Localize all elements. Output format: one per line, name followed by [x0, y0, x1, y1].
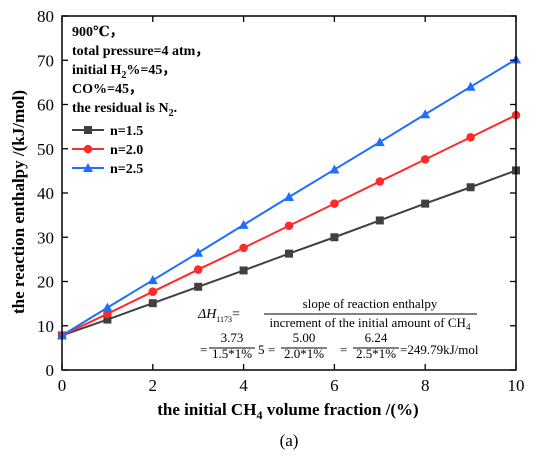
equation-equals: = [200, 342, 207, 357]
equation-term-numerator: 5.00 [293, 330, 316, 345]
legend-label: n=1.5 [110, 124, 143, 139]
legend-marker [83, 144, 93, 154]
figure-caption: (a) [280, 431, 299, 450]
data-point [238, 219, 249, 229]
data-point [239, 266, 248, 275]
equation-term-denominator: 2.0*1% [284, 346, 324, 361]
condition-line: total pressure=4 atm， [72, 44, 209, 59]
x-tick-label: 2 [149, 376, 158, 395]
y-tick-label: 60 [37, 96, 54, 115]
equation-numerator: slope of reaction enthalpy [303, 296, 438, 311]
data-point [284, 221, 294, 231]
data-point [193, 247, 204, 257]
x-tick-label: 6 [330, 376, 339, 395]
equation-term-numerator: 6.24 [365, 330, 388, 345]
data-point [420, 155, 430, 164]
data-point [375, 216, 384, 225]
data-point [148, 299, 157, 308]
data-point [102, 302, 113, 312]
data-point [466, 132, 475, 142]
y-tick-label: 50 [37, 140, 54, 159]
conditions-annotation: 900℃，total pressure=4 atm，initial H2%=45… [72, 25, 209, 119]
equation-denominator-text: increment of the initial amount of CH [270, 315, 466, 330]
legend-label: n=2.0 [110, 143, 143, 158]
equation-term-denominator: 1.5*1% [212, 346, 252, 361]
series-3 [57, 54, 521, 340]
equation-lhs: ΔH1173= [197, 307, 240, 324]
equation-stray-text: 5 [258, 342, 265, 357]
condition-line: the residual is N2. [72, 101, 177, 119]
tick-labels: 0 2 4 6 8 10 0 10 20 30 40 50 60 70 80 [37, 7, 525, 395]
data-point [193, 265, 203, 274]
data-point [285, 249, 293, 258]
equation-equals: = [268, 342, 275, 357]
y-tick-label: 0 [46, 361, 55, 380]
y-tick-label: 10 [37, 317, 54, 336]
axes [61, 15, 517, 371]
condition-subscript: 2 [121, 70, 126, 81]
x-axis-title-part: volume fraction /(%) [262, 400, 418, 419]
equation-annotation: ΔH1173=slope of reaction enthalpyincreme… [197, 296, 479, 361]
series-layer [57, 54, 521, 340]
legend-label: n=2.5 [110, 162, 143, 177]
data-point [465, 81, 476, 91]
data-point [329, 164, 340, 174]
condition-text-part: the residual is N [72, 101, 169, 116]
condition-subscript: 2 [169, 108, 174, 119]
equation-denominator-subscript: 4 [466, 322, 471, 332]
legend-entry: n=2.0 [72, 143, 143, 158]
x-axis-title: the initial CH4 volume fraction /(%) [157, 400, 418, 422]
y-tick-label: 70 [37, 51, 54, 70]
condition-line: CO%=45， [72, 82, 143, 97]
data-point [330, 199, 339, 208]
y-tick-label: 80 [37, 7, 54, 26]
data-point [284, 191, 294, 201]
condition-line: initial H2%=45， [72, 63, 176, 81]
data-point [147, 275, 158, 285]
data-point [239, 243, 248, 253]
condition-text-part: initial H [72, 63, 122, 78]
data-point [103, 315, 112, 324]
data-point [375, 177, 385, 186]
data-point [421, 199, 430, 208]
data-point [194, 282, 203, 291]
legend-marker [84, 126, 92, 134]
y-axis-title: the reaction enthalpy /(kJ/mol) [9, 90, 28, 314]
data-point [374, 137, 385, 147]
condition-text-part: 900℃， [72, 25, 124, 40]
condition-line: 900℃， [72, 25, 124, 40]
equation-result: =249.79kJ/mol [400, 342, 479, 357]
condition-text-part: CO%=45， [72, 82, 143, 97]
legend-entry: n=1.5 [72, 124, 143, 139]
legend-entry: n=2.5 [72, 162, 143, 177]
equation-lhs-symbol: ΔH [197, 307, 217, 322]
y-tick-label: 40 [37, 184, 54, 203]
condition-text-part: total pressure=4 atm， [72, 44, 209, 59]
legend-marker [83, 163, 93, 172]
x-tick-label: 4 [239, 376, 248, 395]
x-axis-title-subscript: 4 [256, 408, 262, 422]
x-axis-title-part: the initial CH [157, 400, 256, 419]
equation-equals: = [340, 342, 347, 357]
x-tick-label: 10 [508, 376, 525, 395]
y-tick-label: 30 [37, 228, 54, 247]
y-tick-label: 20 [37, 273, 54, 292]
data-point [148, 287, 158, 296]
x-tick-label: 8 [421, 376, 430, 395]
series-2 [57, 110, 521, 340]
x-tick-label: 0 [58, 376, 67, 395]
equation-term-denominator: 2.5*1% [356, 346, 396, 361]
equation-denominator: increment of the initial amount of CH4 [270, 315, 471, 332]
legend: n=1.5 n=2.0 n=2.5 [72, 124, 143, 177]
data-point [420, 109, 431, 119]
condition-text-part: . [174, 101, 178, 116]
data-point [330, 233, 339, 242]
data-point [103, 309, 112, 319]
equation-equals: = [232, 307, 240, 322]
equation-term-numerator: 3.73 [221, 330, 244, 345]
data-point [466, 183, 475, 192]
condition-text-part: %=45， [126, 63, 176, 78]
equation-lhs-subscript: 1173 [216, 315, 232, 324]
